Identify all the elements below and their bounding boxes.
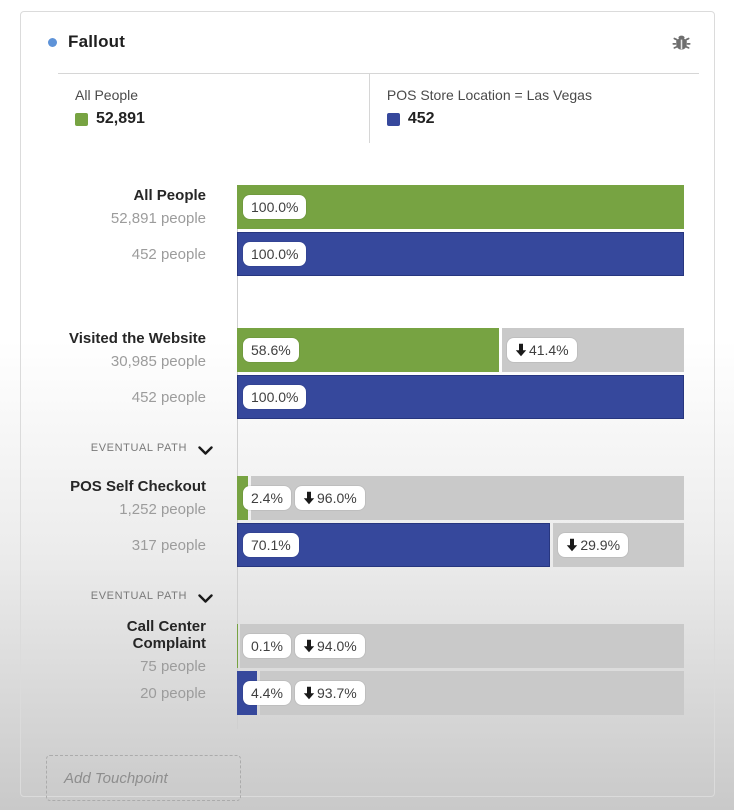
fallout-bar-row[interactable]: 58.6% 41.4% <box>237 328 684 372</box>
touchpoint-label[interactable]: POS Self Checkout <box>70 478 206 495</box>
fallout-fill-bar <box>237 185 684 229</box>
panel-bullet-icon <box>48 37 57 47</box>
touchpoint-count-segment: 452 people <box>131 388 206 406</box>
legend-value: 52,891 <box>96 110 145 127</box>
fallout-fill-bar <box>237 476 248 520</box>
panel-header: Fallout <box>21 12 714 65</box>
fallout-pill: 96.0% <box>295 486 365 510</box>
touchpoint-count-segment: 20 people <box>140 684 206 702</box>
fallout-fill-bar <box>237 624 238 668</box>
fallout-fill-bar <box>237 375 684 419</box>
value-pill: 70.1% <box>243 533 299 557</box>
legend-item-all-people: All People 52,891 <box>58 74 369 143</box>
fallout-bar-row[interactable]: 100.0% <box>237 185 684 229</box>
legend-label: POS Store Location = Las Vegas <box>386 87 592 103</box>
touchpoint-count-primary: 30,985 people <box>110 353 206 370</box>
add-touchpoint-button[interactable]: Add Touchpoint <box>46 755 241 801</box>
fallout-step: Visited the Website 30,985 people 452 peop… <box>58 328 684 419</box>
touchpoint-count-primary: 52,891 people <box>110 210 206 227</box>
fallout-bar-row[interactable]: 100.0% <box>237 375 684 419</box>
bug-icon[interactable] <box>668 29 694 55</box>
chevron-down-icon <box>198 443 213 461</box>
legend-label: All People <box>75 87 139 103</box>
fallout-chart: All People 52,891 people 452 people 100.0% 1… <box>58 185 684 729</box>
value-pill: 58.6% <box>243 338 299 362</box>
fallout-pill: 93.7% <box>295 681 365 705</box>
value-pill: 100.0% <box>243 242 307 266</box>
touchpoint-label[interactable]: Call Center Complaint <box>126 617 206 652</box>
eventual-path-label: EVENTUAL PATH <box>90 589 187 602</box>
fallout-pill: 29.9% <box>558 533 629 557</box>
value-pill: 100.0% <box>243 385 307 409</box>
eventual-path-toggle[interactable]: EVENTUAL PATH <box>58 567 237 624</box>
fallout-fill-bar <box>237 232 684 276</box>
legend-value: 452 <box>407 110 435 127</box>
down-arrow-icon <box>303 491 315 505</box>
eventual-path-label: EVENTUAL PATH <box>90 441 187 454</box>
value-pill: 100.0% <box>243 195 307 219</box>
fallout-step: Call Center Complaint 75 people 20 people 0… <box>58 618 684 715</box>
chevron-down-icon <box>198 591 213 609</box>
value-pill: 4.4% <box>243 681 291 705</box>
fallout-bar-row[interactable]: 4.4% 93.7% <box>237 671 684 715</box>
touchpoint-label[interactable]: All People <box>133 187 206 204</box>
touchpoint-count-primary: 1,252 people <box>119 501 206 518</box>
touchpoint-count-segment: 452 people <box>131 245 206 263</box>
down-arrow-icon <box>515 343 527 357</box>
legend-swatch-green <box>75 112 88 126</box>
fallout-step: All People 52,891 people 452 people 100.0% 1… <box>58 185 684 276</box>
legend-swatch-blue <box>386 112 400 126</box>
eventual-path-toggle[interactable]: EVENTUAL PATH <box>58 419 237 476</box>
down-arrow-icon <box>566 538 578 552</box>
legend: All People 52,891 POS Store Location = L… <box>58 73 699 143</box>
value-pill: 2.4% <box>243 486 291 510</box>
touchpoint-count-segment: 317 people <box>131 536 206 554</box>
fallout-bar-row[interactable]: 100.0% <box>237 232 684 276</box>
fallout-pill: 94.0% <box>295 634 365 658</box>
fallout-pill: 41.4% <box>506 338 577 362</box>
down-arrow-icon <box>303 639 315 653</box>
fallout-bar-row[interactable]: 70.1% 29.9% <box>237 523 684 567</box>
down-arrow-icon <box>303 686 315 700</box>
step-spacer <box>58 276 684 328</box>
panel-title: Fallout <box>68 32 126 51</box>
value-pill: 0.1% <box>243 634 291 658</box>
fallout-step: POS Self Checkout 1,252 people 317 people 2… <box>58 476 684 567</box>
legend-item-segment: POS Store Location = Las Vegas 452 <box>368 74 699 143</box>
touchpoint-count-primary: 75 people <box>140 657 206 675</box>
touchpoint-label[interactable]: Visited the Website <box>69 330 206 347</box>
fallout-bar-row[interactable]: 0.1% 94.0% <box>237 624 684 668</box>
chart-axis-line <box>237 186 238 729</box>
fallout-bar-row[interactable]: 2.4% 96.0% <box>237 476 684 520</box>
fallout-panel: Fallout All People 52,891 <box>20 11 715 801</box>
